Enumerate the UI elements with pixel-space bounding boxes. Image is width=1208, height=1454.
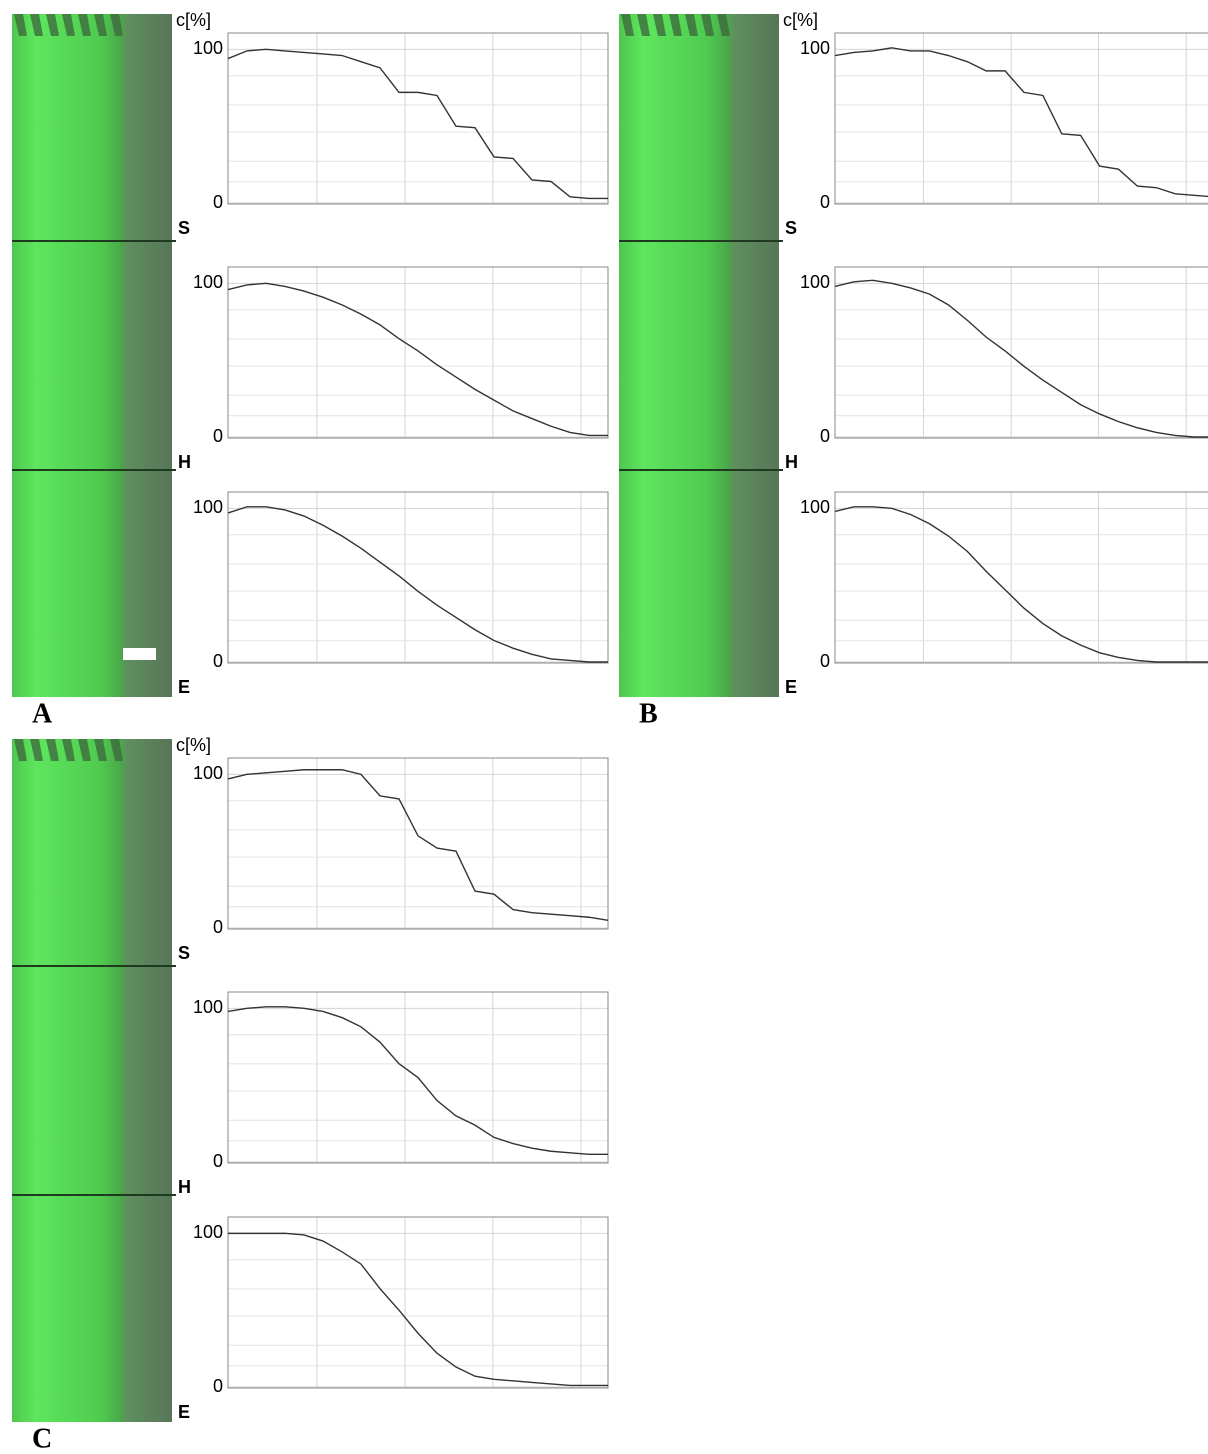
y-axis-label: c[%] xyxy=(176,735,211,755)
y-tick-label: 100 xyxy=(193,1222,223,1242)
y-tick-label: 0 xyxy=(213,1151,223,1171)
row-label: H xyxy=(785,452,798,472)
panel-letter: B xyxy=(639,698,658,729)
micrograph xyxy=(12,739,172,1422)
plot-area xyxy=(228,33,608,204)
figure: A B C 0 100 c[%] S 0 100 H 0 100 E 0 100 c[%] S 0 100 H 0 100… xyxy=(0,0,1208,1454)
micrograph xyxy=(12,14,172,697)
y-tick-label: 100 xyxy=(800,497,830,517)
row-label: S xyxy=(178,943,190,963)
y-tick-label: 100 xyxy=(193,497,223,517)
y-axis-label: c[%] xyxy=(783,10,818,30)
y-tick-label: 100 xyxy=(800,272,830,292)
y-tick-label: 0 xyxy=(213,192,223,212)
y-tick-label: 100 xyxy=(193,763,223,783)
plot-area xyxy=(835,267,1208,438)
row-label: E xyxy=(178,1402,190,1422)
row-label: E xyxy=(785,677,797,697)
y-axis-label: c[%] xyxy=(176,10,211,30)
y-tick-label: 100 xyxy=(193,38,223,58)
scale-bar xyxy=(123,648,156,660)
row-label: S xyxy=(785,218,797,238)
y-tick-label: 0 xyxy=(213,1376,223,1396)
row-label: E xyxy=(178,677,190,697)
row-label: H xyxy=(178,1177,191,1197)
y-tick-label: 100 xyxy=(193,997,223,1017)
y-tick-label: 0 xyxy=(213,651,223,671)
y-tick-label: 0 xyxy=(820,192,830,212)
plot-area xyxy=(228,492,608,663)
plot-area xyxy=(835,33,1208,204)
row-label: H xyxy=(178,452,191,472)
y-tick-label: 100 xyxy=(193,272,223,292)
plot-area xyxy=(228,1217,608,1388)
plot-area xyxy=(835,492,1208,663)
y-tick-label: 0 xyxy=(213,426,223,446)
row-label: S xyxy=(178,218,190,238)
panel-letter: C xyxy=(32,1423,52,1454)
plot-area xyxy=(228,758,608,929)
y-tick-label: 0 xyxy=(820,426,830,446)
plot-area xyxy=(228,267,608,438)
y-tick-label: 0 xyxy=(820,651,830,671)
y-tick-label: 100 xyxy=(800,38,830,58)
micrograph xyxy=(619,14,779,697)
panel-letter: A xyxy=(32,698,53,729)
y-tick-label: 0 xyxy=(213,917,223,937)
